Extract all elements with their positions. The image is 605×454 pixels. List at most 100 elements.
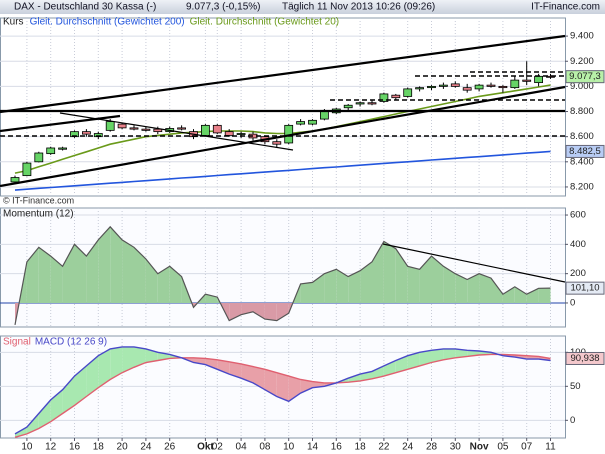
fill-area [205,358,218,370]
candle-body [224,131,234,136]
panel-title: Momentum (12) [3,209,74,220]
y-tick-label: 8.600 [570,131,594,142]
x-tick-label: 12 [45,442,57,453]
fill-area [110,346,123,380]
value-label: 90,938 [570,353,599,364]
fill-area [372,365,384,379]
fill-area [514,286,527,303]
candle-body [462,87,472,91]
x-tick-label: 08 [259,442,271,453]
fill-area [407,266,420,303]
fill-area [145,259,158,303]
x-tick-label: 11 [545,442,556,453]
fill-area [502,286,515,303]
fill-area [62,244,75,303]
panel-frame [0,17,566,197]
candle-body [450,83,460,87]
fill-area [526,288,539,303]
candle-body [546,75,555,78]
y-tick-label: 400 [570,239,586,250]
fill-area [110,226,123,303]
candle-body [438,84,448,87]
x-tick-label: 07 [521,442,533,453]
candle-body [534,75,543,84]
value-label-box [565,351,605,365]
candle-body [34,152,44,163]
candle-body [355,102,365,105]
y-tick-label: 9.400 [570,31,594,42]
fill-area [253,303,265,320]
candle-body [510,79,520,89]
candle-body [236,133,246,135]
trend-lines [0,34,566,283]
fill-area [229,303,242,321]
x-tick-label: 18 [93,442,105,453]
candle-body [129,127,139,130]
candle-body [379,93,389,102]
y-tick-label: 200 [570,268,586,279]
fill-area [134,346,146,368]
fill-area [98,348,111,388]
fill-area [86,239,99,303]
x-tick-label: 16 [69,442,81,453]
fill-area [336,269,349,303]
fill-area [74,244,87,303]
x-tick-label: 04 [236,442,248,453]
fill-area [276,303,289,321]
fill-area [431,256,444,303]
candle-body [212,124,222,134]
candle-body [522,79,532,82]
fill-area [419,350,432,366]
y-tick-label: 600 [570,210,586,221]
header-bar [0,0,605,14]
fill-area [479,273,491,303]
candle-body [367,102,377,105]
fill-area [264,369,277,397]
fill-area [431,348,444,363]
indicator-line [14,353,551,438]
y-tick-label: 50 [570,381,581,392]
header-title: DAX - Deutschland 30 Kassa (-) [14,2,156,13]
fill-area [122,346,134,373]
fill-area [264,303,277,321]
fill-area [407,352,420,370]
fill-area [467,273,480,303]
fill-area [455,273,468,303]
fill-area [74,365,87,406]
fill-area [241,303,253,315]
watermark: © IT-Finance.com [3,195,74,205]
x-tick-label: 26 [164,442,176,453]
candle-body [486,84,496,87]
candle-body [319,111,329,120]
fill-area [241,363,253,383]
moving-average-line [14,150,551,191]
candle-body [82,131,91,135]
legend-label: Gleit. Durchschnitt (Gewichtet 20) [190,17,340,28]
value-label-box [565,281,605,295]
trend-line [0,34,566,114]
candle-body [10,177,20,183]
x-tick-label: Okt [197,442,214,453]
y-tick-label: 0 [570,297,575,308]
x-tick-label: 16 [331,442,343,453]
header-timestamp: Täglich 11 Nov 2013 10:26 (09:26) [282,2,435,13]
y-tick-label: 8.200 [570,181,594,192]
fill-area [491,278,503,303]
candle-body [22,162,32,177]
candle-body [105,121,115,131]
x-tick-label: Nov [470,442,489,453]
candle-body [415,87,425,90]
x-tick-label: 05 [497,442,509,453]
value-label-box [565,144,605,158]
fill-area [419,256,432,303]
fill-area [169,266,182,303]
candle-body [391,94,401,99]
fill-area [98,226,111,303]
candle-body [296,121,306,125]
indicator-line [14,346,551,435]
legend-label: MACD (12 26 9) [35,337,107,348]
fill-area [383,360,396,377]
fill-area [62,376,75,414]
fill-area [15,427,27,438]
fill-area [145,348,158,363]
